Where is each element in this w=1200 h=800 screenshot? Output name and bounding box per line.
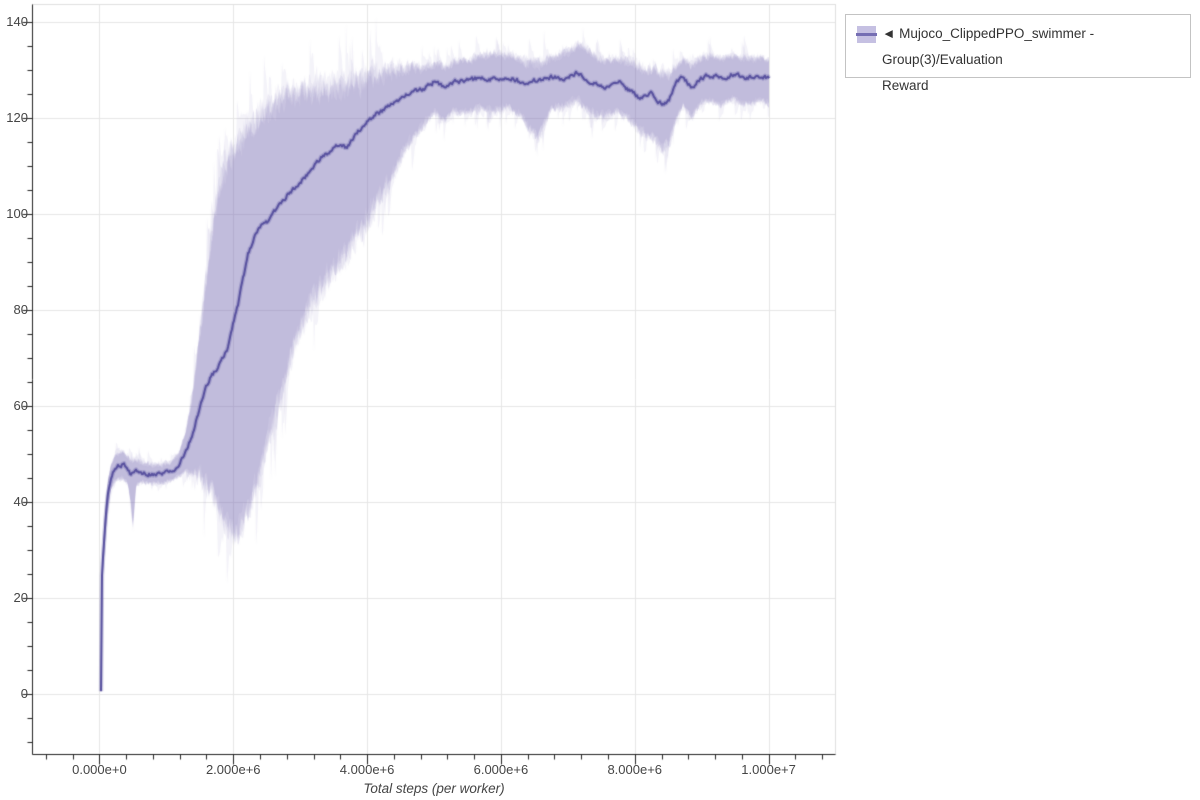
legend-swatch <box>856 26 877 43</box>
y-tick-label: 40 <box>13 494 28 510</box>
x-tick-label: 0.000e+0 <box>72 762 127 777</box>
y-tick-label: 60 <box>13 398 28 414</box>
y-tick-label: 0 <box>20 686 28 702</box>
x-tick-label: 2.000e+6 <box>205 762 261 777</box>
x-tick-label: 1.000e+7 <box>741 762 796 777</box>
legend-line-swatch <box>856 33 877 36</box>
y-tick-label: 100 <box>6 206 28 222</box>
legend-label: ◄ Mujoco_ClippedPPO_swimmer - Group(3)/E… <box>882 21 1182 99</box>
x-axis-title: Total steps (per worker) <box>363 781 505 796</box>
y-tick-label: 140 <box>6 14 28 30</box>
x-tick-label: 8.000e+6 <box>607 762 663 777</box>
y-tick-label: 120 <box>6 110 28 126</box>
legend-label-line2: Reward <box>882 78 929 93</box>
x-tick-label: 4.000e+6 <box>339 762 395 777</box>
y-tick-label: 80 <box>13 302 28 318</box>
legend[interactable]: ◄ Mujoco_ClippedPPO_swimmer - Group(3)/E… <box>845 14 1191 93</box>
legend-label-line1: ◄ Mujoco_ClippedPPO_swimmer - Group(3)/E… <box>882 26 1095 67</box>
y-tick-label: 20 <box>13 590 28 606</box>
x-tick-label: 6.000e+6 <box>473 762 529 777</box>
